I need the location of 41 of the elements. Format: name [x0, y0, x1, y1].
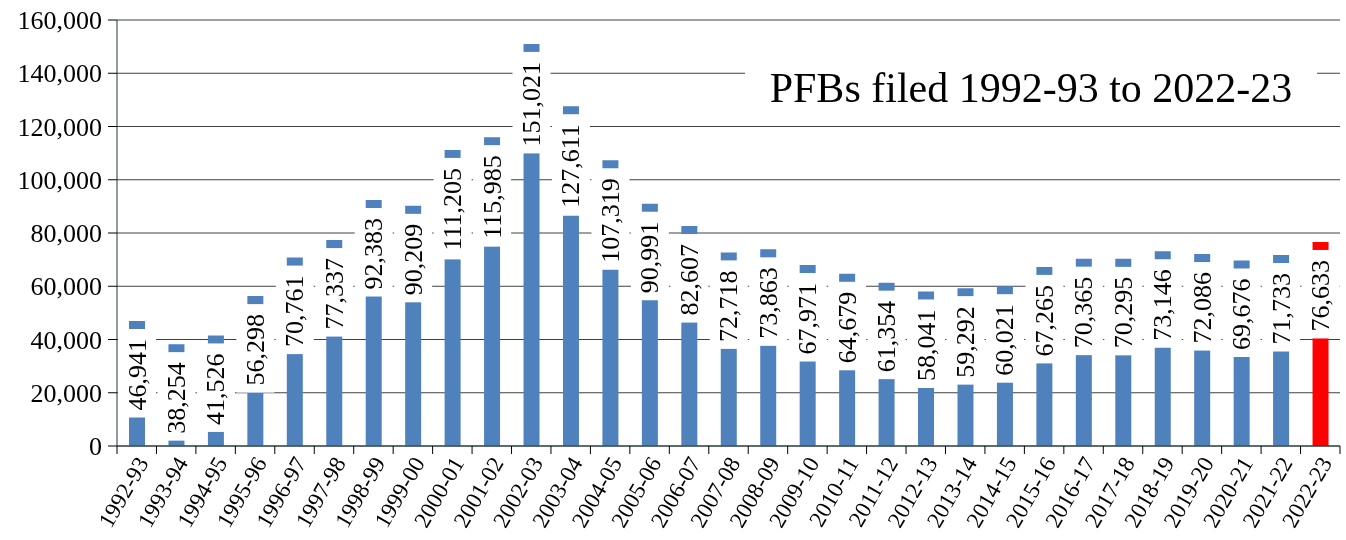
- data-label: 151,021: [517, 61, 547, 147]
- data-label: 46,941: [122, 339, 152, 411]
- data-label: 67,265: [1029, 284, 1059, 357]
- y-tick-label: 160,000: [17, 6, 102, 36]
- data-label: 107,319: [595, 178, 625, 263]
- data-label: 73,146: [1148, 269, 1178, 341]
- y-tick-label: 40,000: [30, 325, 102, 355]
- data-label: 71,733: [1266, 273, 1296, 345]
- data-label: 58,041: [911, 309, 941, 381]
- text: PFBs filed 1992-93 to 2022-23: [745, 54, 1317, 122]
- data-label: 127,611: [556, 124, 586, 208]
- y-tick-label: 60,000: [30, 272, 102, 302]
- data-label: 77,337: [319, 258, 349, 330]
- data-label: 72,718: [714, 270, 744, 342]
- data-label: 72,086: [1187, 272, 1217, 344]
- data-label: 70,761: [280, 275, 310, 348]
- data-label: 92,383: [359, 218, 389, 290]
- y-tick-label: 140,000: [17, 59, 102, 89]
- data-label: 73,863: [753, 267, 783, 339]
- data-label: 56,298: [240, 314, 270, 386]
- y-tick-label: 0: [89, 432, 102, 462]
- data-label: 115,985: [477, 155, 507, 239]
- data-label: 70,365: [1069, 276, 1099, 349]
- y-tick-label: 80,000: [30, 219, 102, 249]
- data-label: 82,607: [674, 244, 704, 316]
- y-tick-label: 100,000: [17, 165, 102, 195]
- data-label: 59,292: [950, 306, 980, 378]
- data-label: 41,526: [201, 353, 231, 425]
- data-label: 67,971: [793, 283, 823, 355]
- data-label: 38,254: [161, 362, 191, 434]
- data-label: 61,354: [872, 300, 902, 373]
- data-label: 90,209: [398, 223, 428, 296]
- y-tick-label: 20,000: [30, 378, 102, 408]
- data-label: 90,991: [635, 221, 665, 294]
- data-label: 76,633: [1306, 259, 1336, 332]
- data-label: 70,295: [1108, 276, 1138, 349]
- data-label: 60,021: [990, 304, 1020, 376]
- data-label: 69,676: [1227, 278, 1257, 350]
- y-tick-label: 120,000: [17, 112, 102, 142]
- data-label: 64,679: [832, 291, 862, 364]
- data-label: 111,205: [438, 167, 468, 251]
